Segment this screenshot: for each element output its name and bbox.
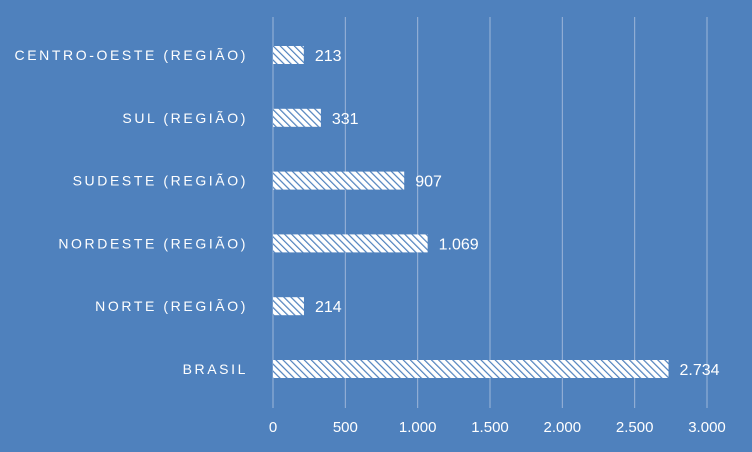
bar [273, 108, 321, 127]
x-tick-label: 0 [269, 419, 277, 436]
category-label: NORTE (REGIÃO) [95, 298, 248, 314]
gridlines [272, 17, 708, 408]
bar [273, 360, 669, 378]
category-label: SUL (REGIÃO) [122, 110, 248, 126]
x-tick-label: 2.000 [544, 419, 582, 436]
data-label: 214 [315, 299, 342, 316]
bar [273, 46, 304, 64]
data-label: 1.069 [439, 236, 479, 253]
category-label: CENTRO-OESTE (REGIÃO) [15, 47, 249, 63]
bar [273, 234, 428, 253]
category-label: SUDESTE (REGIÃO) [73, 173, 248, 189]
x-tick-label: 500 [333, 419, 358, 436]
data-label: 331 [332, 111, 359, 128]
data-label: 907 [415, 174, 442, 191]
x-tick-label: 1.000 [399, 419, 437, 436]
labels: 0 500 1.000 1.500 2.000 2.500 3.000 CENTRO-OEST… [15, 47, 726, 436]
x-tick-label: 3.000 [688, 419, 726, 436]
category-label: BRASIL [183, 361, 248, 377]
category-label: NORDESTE (REGIÃO) [58, 235, 248, 251]
data-label: 213 [315, 48, 342, 65]
x-tick-label: 1.500 [471, 419, 509, 436]
bar [273, 171, 405, 190]
bars [273, 46, 669, 378]
data-label: 2.734 [680, 362, 720, 379]
bar [273, 297, 304, 316]
x-tick-label: 2.500 [616, 419, 654, 436]
